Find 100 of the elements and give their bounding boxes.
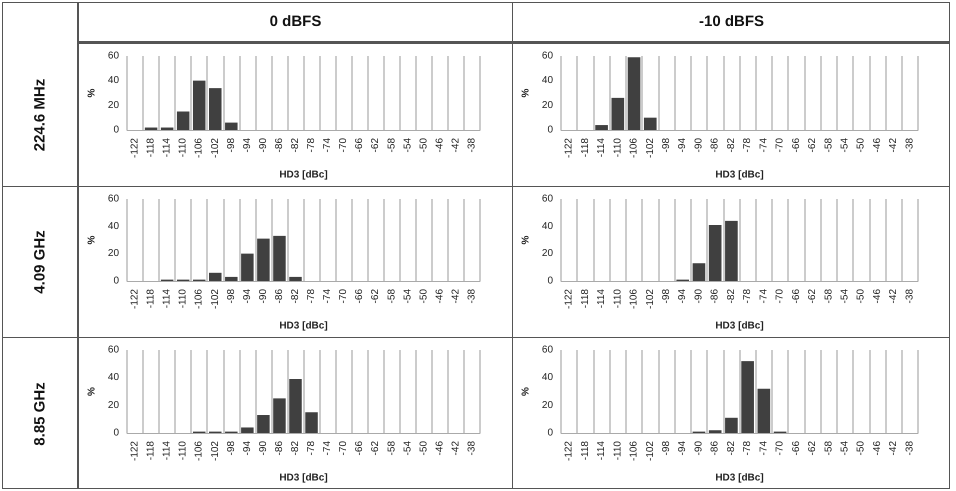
x-tick-label: -74 bbox=[758, 440, 770, 456]
x-tick-label: -102 bbox=[644, 138, 656, 158]
x-tick-label: -118 bbox=[580, 440, 591, 460]
x-tick-label: -42 bbox=[450, 288, 462, 304]
x-tick-label: -122 bbox=[564, 288, 575, 310]
x-tick-label: -74 bbox=[758, 138, 770, 152]
x-tick-label: -86 bbox=[710, 440, 721, 456]
x-tick-label: -118 bbox=[146, 288, 157, 308]
x-tick-label: -90 bbox=[693, 288, 704, 304]
x-tick-label: -46 bbox=[872, 288, 883, 304]
x-tick-label: -94 bbox=[677, 138, 688, 152]
x-tick-label: -42 bbox=[888, 138, 900, 152]
x-tick-label: -94 bbox=[677, 288, 688, 304]
x-tick-label: -54 bbox=[839, 138, 850, 152]
y-tick-label: 60 bbox=[542, 344, 554, 356]
bar bbox=[305, 412, 318, 433]
x-tick-label: -90 bbox=[258, 288, 269, 304]
x-tick-label: -86 bbox=[710, 288, 721, 304]
x-tick-label: -106 bbox=[628, 138, 640, 158]
x-tick-label: -94 bbox=[242, 288, 253, 304]
x-axis-title: HD3 [dBc] bbox=[715, 472, 764, 484]
y-tick-label: 40 bbox=[542, 75, 554, 86]
text: 4.09 GHz bbox=[31, 230, 48, 294]
x-tick-label: -66 bbox=[354, 288, 366, 304]
x-tick-label: -114 bbox=[596, 138, 608, 158]
y-tick-label: 20 bbox=[108, 100, 120, 111]
x-tick-label: -70 bbox=[774, 440, 786, 456]
bar bbox=[758, 388, 770, 433]
x-axis-title: HD3 [dBc] bbox=[715, 320, 764, 332]
x-tick-label: -114 bbox=[596, 440, 608, 460]
x-tick-label: -66 bbox=[790, 138, 802, 152]
bar bbox=[628, 57, 640, 130]
text: 224.6 MHz bbox=[31, 78, 48, 152]
x-tick-label: -102 bbox=[210, 288, 221, 310]
x-tick-label: -86 bbox=[274, 138, 285, 152]
y-tick-label: 40 bbox=[108, 75, 120, 86]
y-axis-title: % bbox=[520, 88, 532, 98]
x-tick-label: -58 bbox=[386, 440, 398, 456]
y-tick-label: 60 bbox=[542, 194, 554, 204]
x-tick-label: -54 bbox=[839, 440, 850, 456]
bar bbox=[257, 415, 270, 433]
x-tick-label: -58 bbox=[386, 288, 398, 304]
x-tick-label: -82 bbox=[726, 440, 737, 456]
x-tick-label: -94 bbox=[242, 440, 253, 456]
x-tick-label: -82 bbox=[726, 288, 737, 304]
x-tick-label: -42 bbox=[888, 440, 900, 456]
x-tick-label: -62 bbox=[370, 288, 382, 304]
y-tick-label: 20 bbox=[108, 248, 120, 260]
bar bbox=[192, 80, 206, 130]
x-axis-title: HD3 [dBc] bbox=[279, 472, 328, 484]
x-tick-label: -78 bbox=[742, 440, 754, 456]
y-tick-label: 20 bbox=[542, 400, 554, 411]
x-tick-label: -58 bbox=[386, 138, 398, 152]
x-tick-label: -70 bbox=[338, 138, 350, 152]
x-tick-label: -38 bbox=[466, 288, 478, 304]
text: 8.85 GHz bbox=[31, 382, 48, 446]
x-tick-label: -90 bbox=[693, 138, 704, 152]
x-tick-label: -42 bbox=[888, 288, 900, 304]
x-tick-label: -46 bbox=[434, 440, 446, 456]
y-tick-label: 60 bbox=[108, 50, 120, 62]
y-axis-title: % bbox=[86, 386, 98, 396]
x-tick-label: -62 bbox=[807, 440, 818, 456]
chart-title: -10 dBFS bbox=[698, 12, 765, 32]
bar bbox=[708, 430, 722, 433]
x-tick-label: -90 bbox=[258, 440, 269, 456]
x-tick-label: -122 bbox=[564, 440, 575, 462]
x-tick-label: -114 bbox=[162, 440, 173, 460]
bar bbox=[257, 238, 270, 281]
x-tick-label: -102 bbox=[644, 288, 656, 310]
bar bbox=[241, 427, 254, 433]
bar bbox=[725, 220, 738, 281]
y-tick-label: 40 bbox=[542, 372, 554, 384]
y-tick-label: 0 bbox=[547, 428, 554, 438]
x-tick-label: -110 bbox=[612, 288, 624, 308]
x-tick-label: -90 bbox=[258, 138, 269, 152]
x-tick-label: -98 bbox=[660, 288, 672, 304]
x-tick-label: -78 bbox=[306, 440, 318, 456]
x-tick-label: -42 bbox=[450, 440, 462, 456]
x-tick-label: -74 bbox=[322, 138, 334, 152]
bar bbox=[273, 398, 286, 433]
x-tick-label: -102 bbox=[210, 440, 221, 462]
x-tick-label: -50 bbox=[856, 288, 867, 304]
x-tick-label: -102 bbox=[210, 138, 221, 158]
x-tick-label: -118 bbox=[146, 138, 157, 158]
y-tick-label: 60 bbox=[108, 344, 120, 356]
x-tick-label: -122 bbox=[130, 440, 141, 462]
y-axis-title: % bbox=[520, 235, 532, 244]
x-tick-label: -62 bbox=[807, 138, 818, 152]
x-tick-label: -62 bbox=[807, 288, 818, 304]
x-tick-label: -50 bbox=[856, 440, 867, 456]
x-tick-label: -38 bbox=[904, 138, 916, 152]
x-tick-label: -110 bbox=[178, 440, 189, 460]
x-tick-label: -58 bbox=[823, 138, 834, 152]
x-tick-label: -50 bbox=[856, 138, 867, 152]
x-tick-label: -70 bbox=[774, 288, 786, 304]
bar bbox=[595, 125, 608, 130]
y-tick-label: 20 bbox=[542, 248, 554, 260]
x-tick-label: -98 bbox=[226, 138, 237, 152]
bar bbox=[241, 254, 254, 281]
y-tick-label: 60 bbox=[542, 50, 554, 62]
